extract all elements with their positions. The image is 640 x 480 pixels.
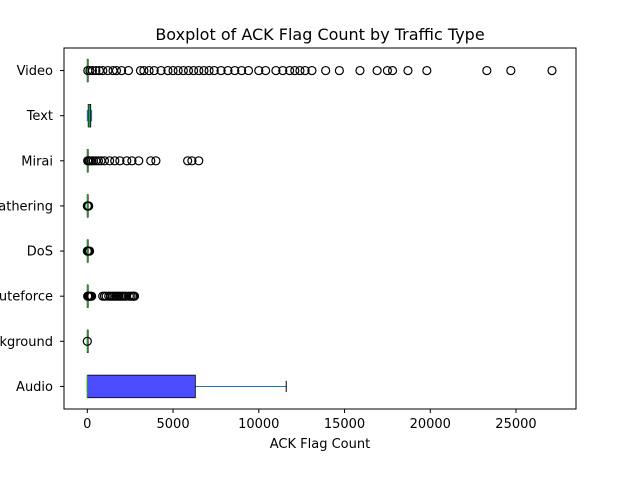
flier-point [199, 65, 209, 76]
x-tick-label: 5000 [157, 417, 190, 432]
y-tick-label: athering [0, 199, 53, 214]
box [86, 374, 196, 399]
flier-point [82, 336, 92, 346]
flier-point [334, 65, 344, 76]
flier-point [355, 65, 365, 76]
flier-point [271, 65, 281, 76]
flier-point [139, 65, 149, 76]
flier-point [87, 65, 98, 76]
flier-point [285, 65, 295, 76]
x-tick-label: 15000 [324, 417, 365, 432]
flier-point [237, 65, 247, 76]
flier-point [85, 65, 95, 76]
flier-point [84, 201, 94, 211]
flier-point [403, 65, 413, 76]
chart-title: Boxplot of ACK Flag Count by Traffic Typ… [155, 25, 484, 44]
flier-point [146, 156, 156, 166]
flier-point [261, 65, 271, 76]
flier-point [194, 156, 204, 166]
y-tick-label: DoS [27, 245, 53, 260]
flier-point [183, 156, 193, 166]
flier-point [110, 156, 120, 166]
flier-point [187, 156, 197, 166]
x-tick-label: 0 [83, 417, 91, 432]
flier-point [382, 65, 392, 76]
flier-point [129, 291, 140, 301]
y-tick-label: Video [17, 64, 53, 79]
flier-point [230, 65, 240, 76]
plot-area-frame [63, 47, 577, 410]
flier-point [223, 65, 233, 76]
y-tick-label: Audio [16, 380, 53, 395]
y-tick-label: Mirai [21, 154, 53, 169]
y-tick-label: kground [0, 335, 53, 350]
flier-point [204, 65, 214, 76]
flier-point [189, 65, 199, 76]
flier-point [98, 65, 108, 76]
flier-point [123, 65, 134, 76]
flier-point [387, 65, 398, 76]
flier-point [156, 65, 166, 76]
box-group-5 [83, 149, 204, 173]
flier-point [422, 65, 432, 76]
y-tick-label: uteforce [0, 290, 53, 305]
y-tick-label: Text [26, 109, 53, 124]
box-group-2 [83, 284, 140, 308]
flier-point [151, 156, 161, 166]
flier-point [144, 65, 154, 76]
flier-point [122, 156, 132, 166]
flier-point [127, 156, 137, 166]
y-axis: Audio kground uteforce DoS athering Mirai Text… [0, 64, 64, 395]
flier-point [300, 65, 310, 76]
box-group-4 [82, 194, 94, 218]
x-tick-label: 25000 [495, 417, 536, 432]
flier-point [372, 65, 382, 76]
flier-point [173, 65, 183, 76]
flier-point [84, 246, 95, 256]
flier-point [209, 65, 219, 76]
flier-point [254, 65, 264, 76]
flier-point [307, 65, 317, 76]
flier-point [149, 65, 159, 76]
flier-point [115, 156, 125, 166]
flier-point [547, 65, 557, 76]
flier-point [168, 65, 178, 76]
box-group-6 [86, 104, 93, 128]
flier-point [93, 156, 104, 166]
flier-point [134, 156, 144, 166]
box-group-0 [86, 374, 287, 399]
box-group-7 [83, 58, 557, 83]
flier-point [178, 65, 188, 76]
boxes-layer [82, 58, 557, 399]
flier-point [278, 65, 288, 76]
flier-point [117, 65, 127, 76]
box-group-1 [82, 329, 92, 353]
flier-point [295, 65, 305, 76]
x-tick-label: 20000 [410, 417, 451, 432]
flier-point [87, 291, 97, 301]
flier-point [243, 65, 254, 76]
flier-point [321, 65, 331, 76]
flier-point [290, 65, 300, 76]
flier-point [111, 65, 122, 76]
box-group-3 [82, 239, 95, 263]
x-tick-label: 10000 [238, 417, 279, 432]
x-axis: 0 5000 10000 15000 20000 25000 [83, 409, 537, 432]
flier-point [194, 65, 204, 76]
flier-point [163, 65, 173, 76]
x-axis-label: ACK Flag Count [270, 437, 370, 452]
flier-point [183, 65, 194, 76]
flier-point [216, 65, 226, 76]
flier-point [99, 156, 110, 166]
flier-point [105, 156, 115, 166]
flier-point [91, 65, 101, 76]
flier-point [482, 65, 492, 76]
flier-point [506, 65, 516, 76]
